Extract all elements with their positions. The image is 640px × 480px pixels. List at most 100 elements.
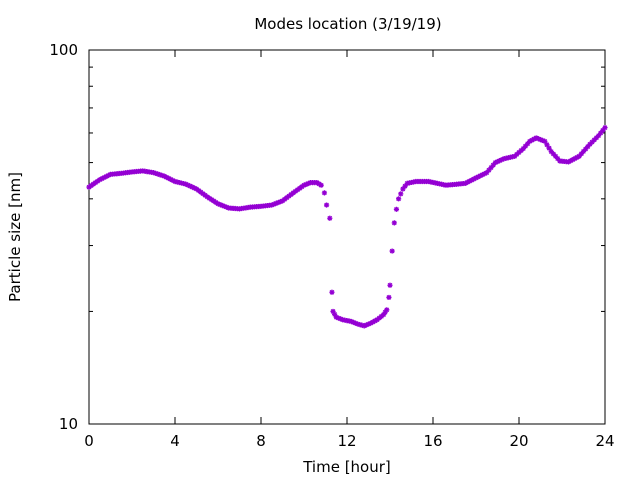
data-point: [583, 146, 589, 152]
data-point: [277, 199, 283, 205]
data-point: [542, 138, 548, 144]
data-point: [273, 200, 279, 206]
data-point: [482, 171, 488, 177]
data-point: [490, 162, 496, 168]
data-point: [189, 184, 195, 190]
data-point: [602, 125, 608, 131]
data-point: [537, 137, 544, 143]
data-point: [585, 143, 591, 150]
data-point: [185, 182, 191, 188]
x-axis-label: Time [hour]: [302, 458, 391, 476]
data-point: [540, 137, 546, 144]
data-point: [544, 142, 550, 148]
data-point: [462, 180, 468, 186]
data-point: [527, 138, 533, 144]
data-point: [365, 321, 372, 327]
data-point: [516, 149, 522, 156]
y-axis-label: Particle size [nm]: [6, 172, 24, 302]
data-point: [224, 204, 230, 210]
x-tick-label: 4: [170, 432, 180, 450]
data-point: [589, 139, 595, 145]
data-point: [301, 182, 307, 188]
data-point: [550, 151, 556, 157]
data-point: [570, 157, 576, 163]
data-point: [374, 317, 380, 323]
data-point: [402, 183, 408, 189]
data-point: [161, 173, 167, 179]
data-point: [318, 182, 324, 188]
plot-frame: [88, 49, 606, 425]
data-point: [475, 174, 481, 180]
data-point: [97, 177, 103, 183]
data-point: [386, 294, 392, 301]
data-point: [361, 323, 367, 329]
y-tick-label: 100: [49, 41, 78, 59]
data-point: [221, 203, 228, 209]
data-point: [269, 202, 275, 208]
x-tick-label: 0: [84, 432, 94, 450]
data-points: [86, 125, 608, 329]
data-point: [576, 153, 582, 159]
data-point: [587, 141, 593, 147]
data-point: [153, 170, 159, 176]
data-point: [332, 311, 338, 317]
data-point: [497, 158, 503, 164]
data-point: [376, 315, 382, 321]
data-point: [150, 170, 157, 176]
data-point: [499, 157, 505, 163]
data-point: [488, 165, 494, 171]
data-point: [473, 175, 479, 181]
data-point: [391, 220, 397, 226]
data-point: [99, 176, 105, 182]
data-point: [555, 156, 561, 162]
data-point: [600, 127, 606, 133]
data-point: [492, 159, 498, 166]
data-point: [471, 176, 477, 182]
data-point: [157, 172, 163, 178]
data-point: [159, 172, 165, 179]
data-point: [533, 135, 539, 141]
data-point: [393, 206, 400, 212]
data-point: [546, 145, 552, 151]
x-tick-label: 24: [595, 432, 614, 450]
data-point: [368, 320, 374, 326]
x-tick-label: 8: [256, 432, 266, 450]
data-point: [170, 177, 176, 184]
data-point: [380, 312, 387, 318]
data-point: [271, 201, 277, 207]
data-point: [183, 181, 189, 187]
data-point: [464, 179, 470, 185]
data-point: [398, 191, 404, 197]
data-point: [466, 178, 473, 184]
data-point: [387, 282, 393, 288]
data-point: [384, 307, 390, 313]
data-point: [512, 153, 518, 159]
data-point: [217, 202, 223, 208]
data-point: [552, 153, 559, 159]
data-point: [382, 309, 388, 315]
data-point: [323, 202, 330, 208]
data-point: [275, 199, 281, 206]
data-point: [518, 147, 524, 154]
x-tick-label: 16: [423, 432, 442, 450]
data-point: [520, 145, 526, 152]
data-point: [215, 201, 221, 207]
data-point: [335, 315, 341, 321]
data-point: [337, 316, 344, 322]
data-point: [572, 155, 578, 162]
data-point: [591, 137, 597, 143]
chart-title: Modes location (3/19/19): [254, 15, 441, 33]
data-point: [598, 130, 604, 136]
data-point: [529, 137, 535, 143]
x-tick-label: 20: [509, 432, 528, 450]
data-point: [348, 318, 354, 325]
data-point: [479, 172, 486, 178]
data-point: [548, 148, 554, 155]
y-tick-label: 10: [59, 415, 78, 433]
data-point: [568, 158, 574, 164]
data-point: [580, 148, 587, 154]
data-point: [168, 176, 174, 182]
data-point: [522, 143, 529, 149]
data-point: [163, 174, 169, 180]
